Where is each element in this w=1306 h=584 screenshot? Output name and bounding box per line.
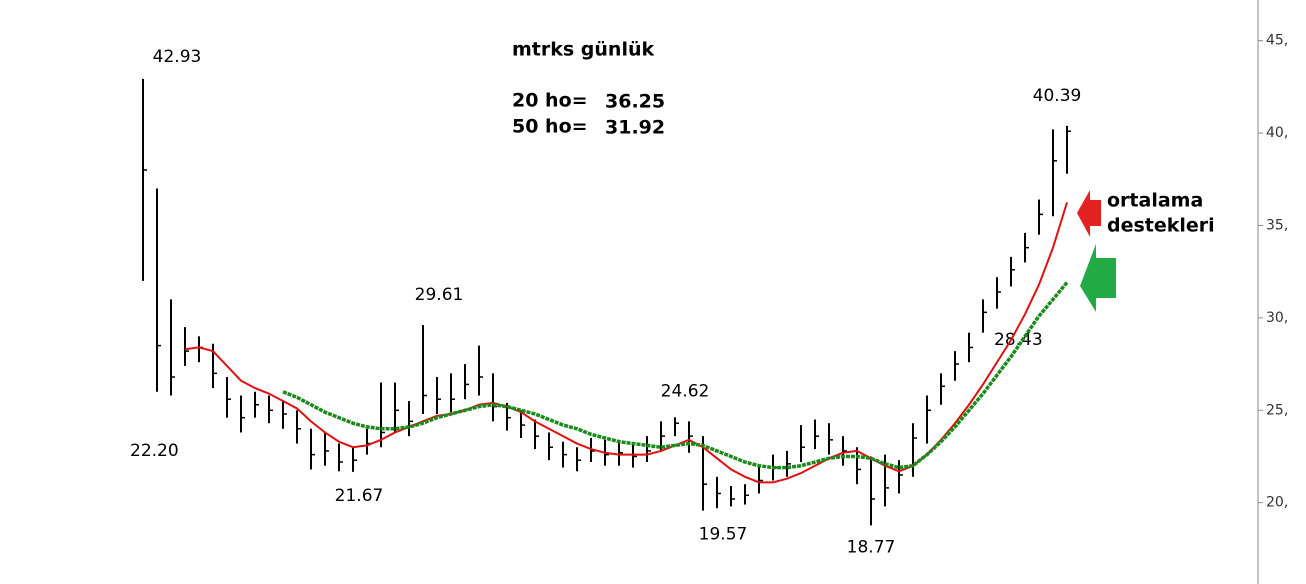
legend-label: 20 ho= bbox=[512, 90, 588, 112]
value-label: 29.61 bbox=[415, 285, 464, 305]
annotation: destekleri bbox=[1107, 215, 1215, 237]
y-tick-label: 35, bbox=[1266, 217, 1288, 233]
arrow-green bbox=[1080, 244, 1116, 312]
value-label: 40.39 bbox=[1033, 86, 1082, 106]
legend-label: 50 ho= bbox=[512, 116, 588, 138]
value-label: 24.62 bbox=[661, 381, 710, 401]
annotation: 22.20 bbox=[130, 441, 179, 461]
arrow-red bbox=[1077, 190, 1101, 237]
annotation: 28.43 bbox=[994, 330, 1043, 350]
value-label: 19.57 bbox=[699, 525, 748, 545]
y-tick-label: 20, bbox=[1266, 495, 1288, 511]
legend-value: 36.25 bbox=[605, 91, 665, 113]
annotation: ortalama bbox=[1107, 190, 1203, 212]
y-tick-label: 40, bbox=[1266, 125, 1288, 141]
y-tick-label: 30, bbox=[1266, 310, 1288, 326]
legend-value: 31.92 bbox=[605, 117, 665, 139]
ma-line bbox=[282, 281, 1069, 470]
value-label: 18.77 bbox=[847, 537, 896, 557]
chart-title: mtrks günlük bbox=[512, 39, 655, 61]
y-tick-label: 45, bbox=[1266, 33, 1288, 49]
y-tick-label: 25, bbox=[1266, 402, 1288, 418]
value-label: 42.93 bbox=[153, 47, 202, 67]
value-label: 21.67 bbox=[335, 486, 384, 506]
